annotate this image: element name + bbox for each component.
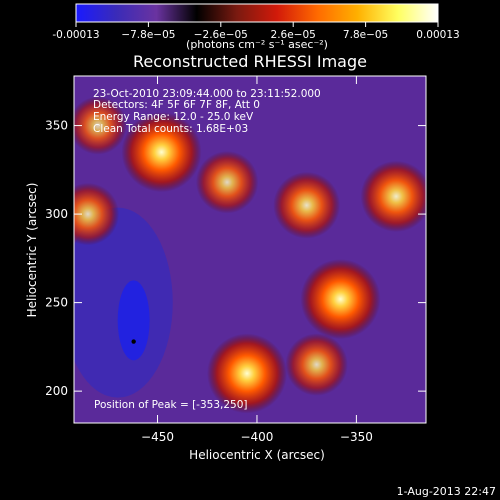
annotation-energy: Energy Range: 12.0 - 25.0 keV: [93, 111, 254, 123]
colorbar-tick-label: 7.8e−05: [343, 29, 388, 41]
annotation-method: Clean Total counts: 1.68E+03: [93, 123, 248, 135]
colorbar-tick-label: -0.00013: [52, 29, 99, 41]
y-tick-label: 200: [45, 384, 68, 398]
plot-frame: [73, 75, 427, 424]
bright-source: [360, 160, 426, 232]
bright-source: [285, 333, 348, 396]
y-tick-label: 300: [45, 207, 68, 221]
axis-ticks: −450 −400 −350 200 250 300 350: [45, 76, 426, 444]
annotation-time: 23-Oct-2010 23:09:44.000 to 23:11:52.000: [93, 88, 321, 100]
date-stamp: 1-Aug-2013 22:47: [396, 485, 496, 498]
x-tick-label: −400: [240, 430, 273, 444]
heatmap-image: [74, 76, 426, 423]
bright-source: [74, 182, 120, 246]
bright-source: [300, 259, 381, 340]
bright-source: [74, 96, 127, 155]
x-axis-label: Heliocentric X (arcsec): [189, 448, 325, 462]
colorbar-tick-label: −7.8e−05: [121, 29, 175, 41]
annotation-detectors: Detectors: 4F 5F 6F 7F 8F, Att 0: [93, 99, 260, 111]
y-axis-label: Heliocentric Y (arcsec): [25, 183, 39, 318]
colorbar-unit-label: (photons cm⁻² s⁻¹ asec⁻²): [186, 38, 328, 51]
y-tick-label: 350: [45, 119, 68, 133]
bright-source: [195, 151, 259, 214]
bright-source: [121, 112, 202, 193]
bright-source: [273, 171, 341, 239]
x-tick-label: −450: [141, 430, 174, 444]
colorbar-tick-label: −2.6e−05: [194, 29, 248, 41]
low-emission-core: [117, 280, 150, 361]
heatmap-sources: [74, 96, 426, 414]
colorbar-tick-label: 0.00013: [416, 29, 459, 41]
bright-source: [207, 333, 288, 414]
x-tick-label: −350: [340, 430, 373, 444]
colorbar-tick-label: 2.6e−05: [271, 29, 316, 41]
y-tick-label: 250: [45, 296, 68, 310]
colorbar-ticks: -0.00013 −7.8e−05 −2.6e−05 2.6e−05 7.8e−05 0.…: [52, 22, 460, 41]
chart-title: Reconstructed RHESSI Image: [133, 52, 367, 71]
peak-marker: [131, 339, 136, 344]
colorbar: [75, 3, 439, 23]
annotation-peak: Position of Peak = [-353,250]: [94, 399, 248, 411]
